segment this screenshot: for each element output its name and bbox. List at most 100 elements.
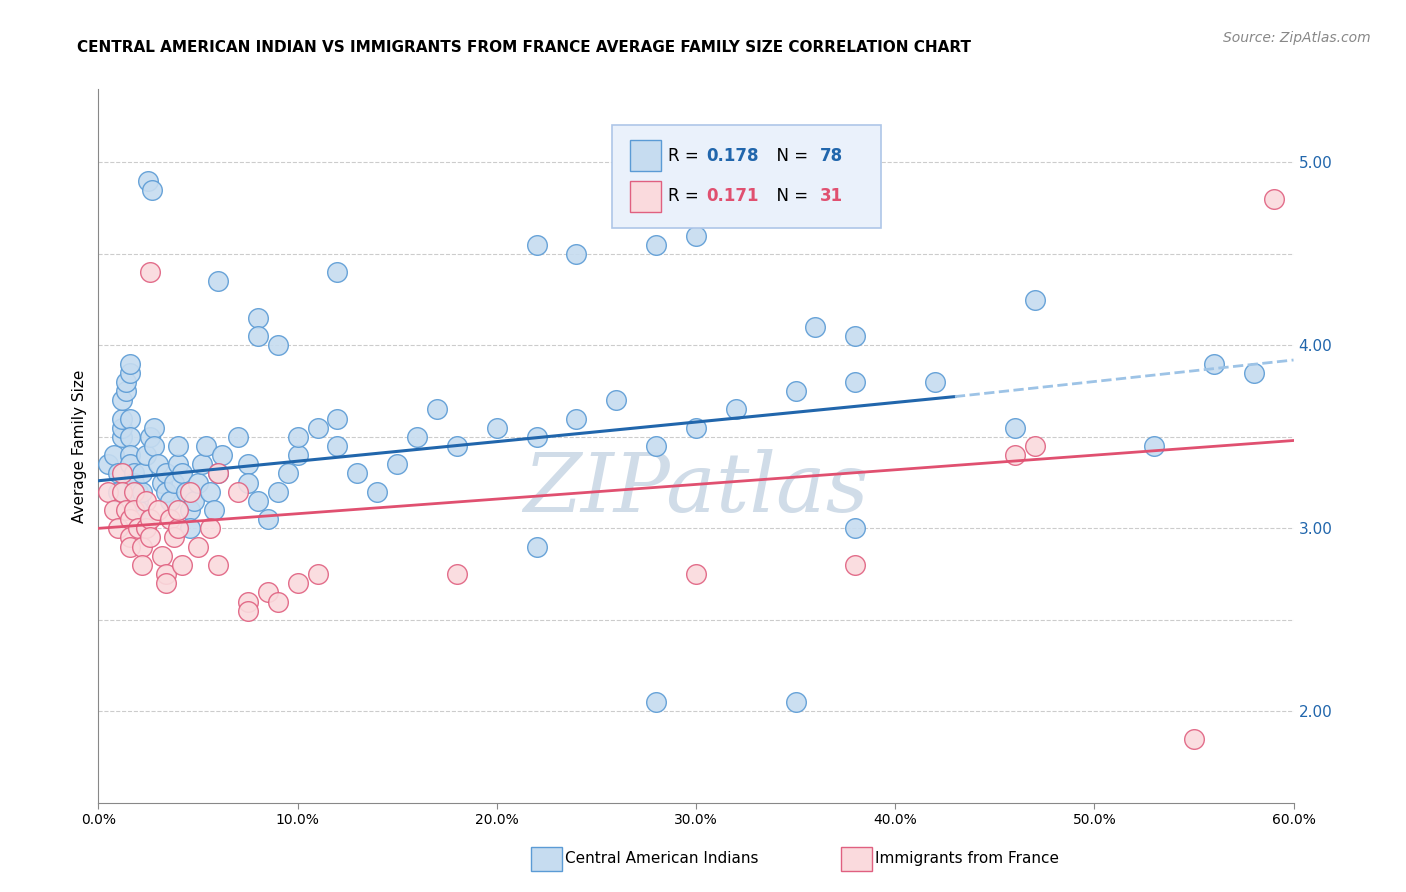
Point [426, 402, 449, 417]
Point [526, 237, 548, 252]
Text: ZIPatlas: ZIPatlas [523, 449, 869, 529]
Point [111, 420, 134, 434]
Point [115, 503, 138, 517]
Point [724, 402, 747, 417]
Point [135, 521, 157, 535]
Point [127, 494, 149, 508]
Point [236, 604, 259, 618]
Point [103, 448, 125, 462]
Point [139, 265, 162, 279]
Point [326, 439, 349, 453]
Point [187, 540, 209, 554]
Text: 0.171: 0.171 [707, 187, 759, 205]
Point [172, 558, 194, 572]
Point [131, 512, 153, 526]
Point [207, 467, 229, 481]
Point [120, 411, 142, 425]
FancyBboxPatch shape [630, 180, 661, 212]
Point [136, 174, 159, 188]
Point [446, 567, 468, 582]
Point [97, 458, 120, 472]
Point [167, 439, 190, 453]
Point [785, 384, 807, 398]
Point [267, 338, 290, 352]
Point [135, 448, 157, 462]
Point [155, 467, 177, 481]
Text: Immigrants from France: Immigrants from France [875, 851, 1059, 865]
Point [277, 467, 299, 481]
Point [111, 467, 134, 481]
Text: 78: 78 [820, 146, 844, 164]
Point [148, 458, 170, 472]
Point [115, 375, 138, 389]
Point [135, 494, 157, 508]
Point [844, 521, 866, 535]
Y-axis label: Average Family Size: Average Family Size [72, 369, 87, 523]
Point [1263, 192, 1285, 206]
Point [139, 512, 162, 526]
Point [111, 484, 134, 499]
Point [226, 430, 249, 444]
Point [307, 567, 329, 582]
Point [685, 228, 707, 243]
Point [198, 521, 221, 535]
Point [107, 467, 129, 481]
Point [124, 503, 146, 517]
Point [120, 531, 142, 545]
Point [645, 237, 668, 252]
Point [163, 475, 186, 490]
Point [179, 521, 201, 535]
FancyBboxPatch shape [630, 140, 661, 171]
Point [346, 467, 368, 481]
Point [236, 475, 259, 490]
Text: R =: R = [668, 146, 704, 164]
Point [202, 503, 225, 517]
Point [685, 420, 707, 434]
Point [246, 310, 269, 325]
Point [111, 411, 134, 425]
Point [645, 439, 668, 453]
Point [111, 430, 134, 444]
Point [143, 439, 166, 453]
Point [366, 484, 388, 499]
FancyBboxPatch shape [613, 125, 882, 228]
Point [159, 512, 181, 526]
Point [207, 558, 229, 572]
Point [246, 329, 269, 343]
Point [287, 576, 309, 591]
Point [155, 567, 177, 582]
Point [150, 475, 173, 490]
Point [97, 484, 120, 499]
Point [785, 695, 807, 709]
Point [267, 484, 290, 499]
Point [307, 420, 329, 434]
Point [207, 274, 229, 288]
Point [211, 448, 233, 462]
Point [167, 521, 190, 535]
Point [179, 503, 201, 517]
Text: CENTRAL AMERICAN INDIAN VS IMMIGRANTS FROM FRANCE AVERAGE FAMILY SIZE CORRELATIO: CENTRAL AMERICAN INDIAN VS IMMIGRANTS FR… [77, 40, 972, 55]
Point [120, 448, 142, 462]
Point [120, 430, 142, 444]
Point [120, 540, 142, 554]
Text: Central American Indians: Central American Indians [565, 851, 759, 865]
Point [172, 467, 194, 481]
Point [287, 430, 309, 444]
Point [139, 531, 162, 545]
Point [246, 494, 269, 508]
Point [148, 503, 170, 517]
Point [1143, 439, 1166, 453]
Point [326, 411, 349, 425]
Point [256, 585, 278, 599]
Point [167, 503, 190, 517]
Point [645, 695, 668, 709]
Point [565, 411, 588, 425]
Point [159, 494, 181, 508]
Point [139, 430, 162, 444]
Point [131, 558, 153, 572]
Point [406, 430, 429, 444]
Point [179, 484, 201, 499]
Point [131, 540, 153, 554]
Point [120, 458, 142, 472]
Point [326, 265, 349, 279]
